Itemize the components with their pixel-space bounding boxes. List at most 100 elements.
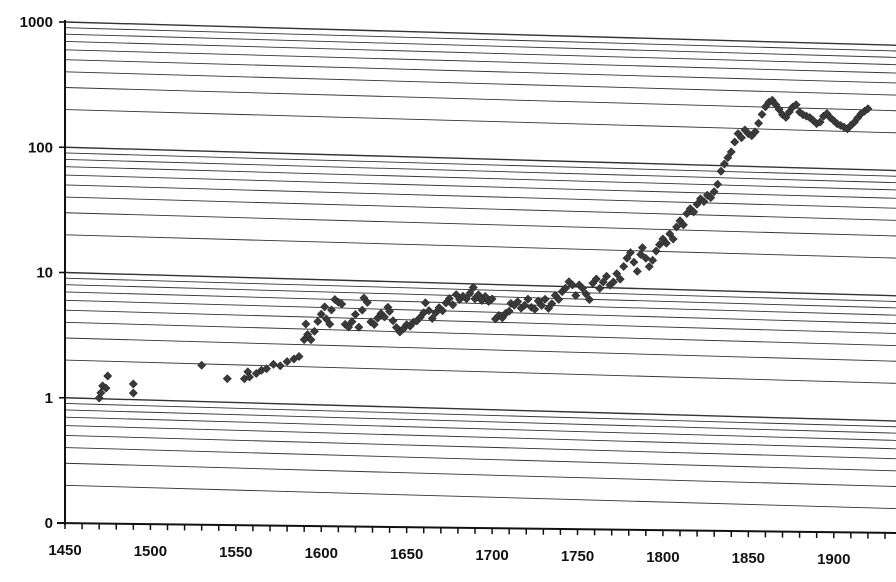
data-point — [713, 179, 723, 189]
data-point — [791, 100, 801, 110]
gridline — [64, 158, 896, 184]
gridline — [64, 425, 896, 450]
data-point — [197, 360, 207, 370]
data-point — [750, 127, 760, 137]
data-point — [313, 316, 323, 327]
y-tick-label: 10 — [36, 265, 53, 282]
data-point — [103, 371, 113, 381]
data-point — [754, 118, 764, 128]
data-point — [437, 306, 448, 316]
data-point — [427, 313, 437, 324]
gridline — [64, 40, 896, 66]
gridline — [64, 59, 896, 84]
data-point — [554, 294, 564, 304]
gridline — [64, 447, 896, 472]
data-point — [519, 300, 530, 310]
gridline — [64, 403, 896, 428]
y-tick-label: 1000 — [20, 14, 53, 31]
data-point — [805, 112, 815, 123]
data-point — [344, 322, 354, 332]
gridline — [64, 359, 896, 384]
data-point — [461, 294, 472, 304]
x-tick-label: 1900 — [817, 551, 850, 568]
data-point — [719, 159, 729, 169]
data-point — [262, 364, 272, 374]
data-points — [94, 95, 873, 403]
gridline — [64, 87, 896, 112]
data-point — [354, 322, 364, 332]
gridline — [64, 409, 896, 434]
data-point — [615, 274, 625, 284]
data-point — [530, 304, 540, 314]
data-point — [369, 319, 379, 330]
gridline — [64, 109, 896, 134]
data-point — [547, 299, 557, 309]
data-point — [661, 238, 671, 248]
gridline — [64, 462, 896, 487]
data-point — [128, 388, 138, 398]
data-point — [595, 283, 605, 293]
data-point — [379, 312, 390, 322]
data-point — [444, 294, 454, 304]
gridline — [64, 397, 896, 422]
data-point — [347, 317, 357, 327]
gridline — [64, 49, 896, 74]
gridline — [64, 277, 896, 302]
data-point — [316, 309, 326, 319]
gridline — [64, 174, 896, 199]
data-point — [94, 393, 104, 403]
gridline — [64, 321, 896, 347]
data-point — [222, 374, 232, 384]
data-point — [651, 246, 661, 256]
data-point — [726, 147, 736, 157]
data-point — [578, 283, 588, 293]
gridline — [64, 271, 896, 297]
data-point — [608, 277, 618, 287]
data-point — [275, 361, 285, 371]
data-point — [723, 153, 733, 163]
data-point — [540, 294, 550, 304]
gridline — [64, 152, 896, 177]
data-point — [465, 288, 475, 298]
data-point — [362, 297, 372, 307]
gridline — [64, 299, 896, 325]
data-point — [523, 294, 533, 304]
data-point — [357, 305, 367, 315]
data-point — [128, 379, 138, 389]
data-point — [641, 253, 651, 263]
gridline — [64, 146, 896, 172]
data-point — [560, 283, 571, 293]
x-axis-line — [56, 522, 896, 534]
data-point — [699, 197, 709, 207]
data-point — [420, 298, 431, 308]
x-tick-label: 1600 — [305, 545, 338, 562]
y-tick-label: 1 — [45, 390, 53, 407]
data-point — [424, 306, 434, 316]
data-point — [668, 234, 678, 244]
data-point — [619, 261, 629, 272]
data-point — [294, 351, 304, 362]
data-point — [825, 113, 835, 123]
data-point — [320, 302, 330, 312]
data-point — [487, 294, 497, 304]
data-point — [625, 248, 636, 258]
data-point — [730, 137, 740, 147]
gridline — [64, 27, 896, 52]
gridline — [64, 21, 896, 46]
gridline — [64, 196, 896, 221]
data-point — [282, 357, 292, 367]
data-point — [622, 253, 632, 263]
gridline — [64, 33, 896, 58]
data-point — [309, 326, 319, 336]
gridline — [64, 416, 896, 441]
data-point — [692, 199, 702, 209]
x-tick-label: 1550 — [219, 544, 252, 561]
data-point — [598, 277, 608, 287]
data-point — [301, 319, 311, 329]
gridline — [64, 309, 896, 334]
y-tick-label: 100 — [28, 139, 53, 156]
data-point — [504, 306, 514, 316]
data-point — [268, 359, 278, 369]
